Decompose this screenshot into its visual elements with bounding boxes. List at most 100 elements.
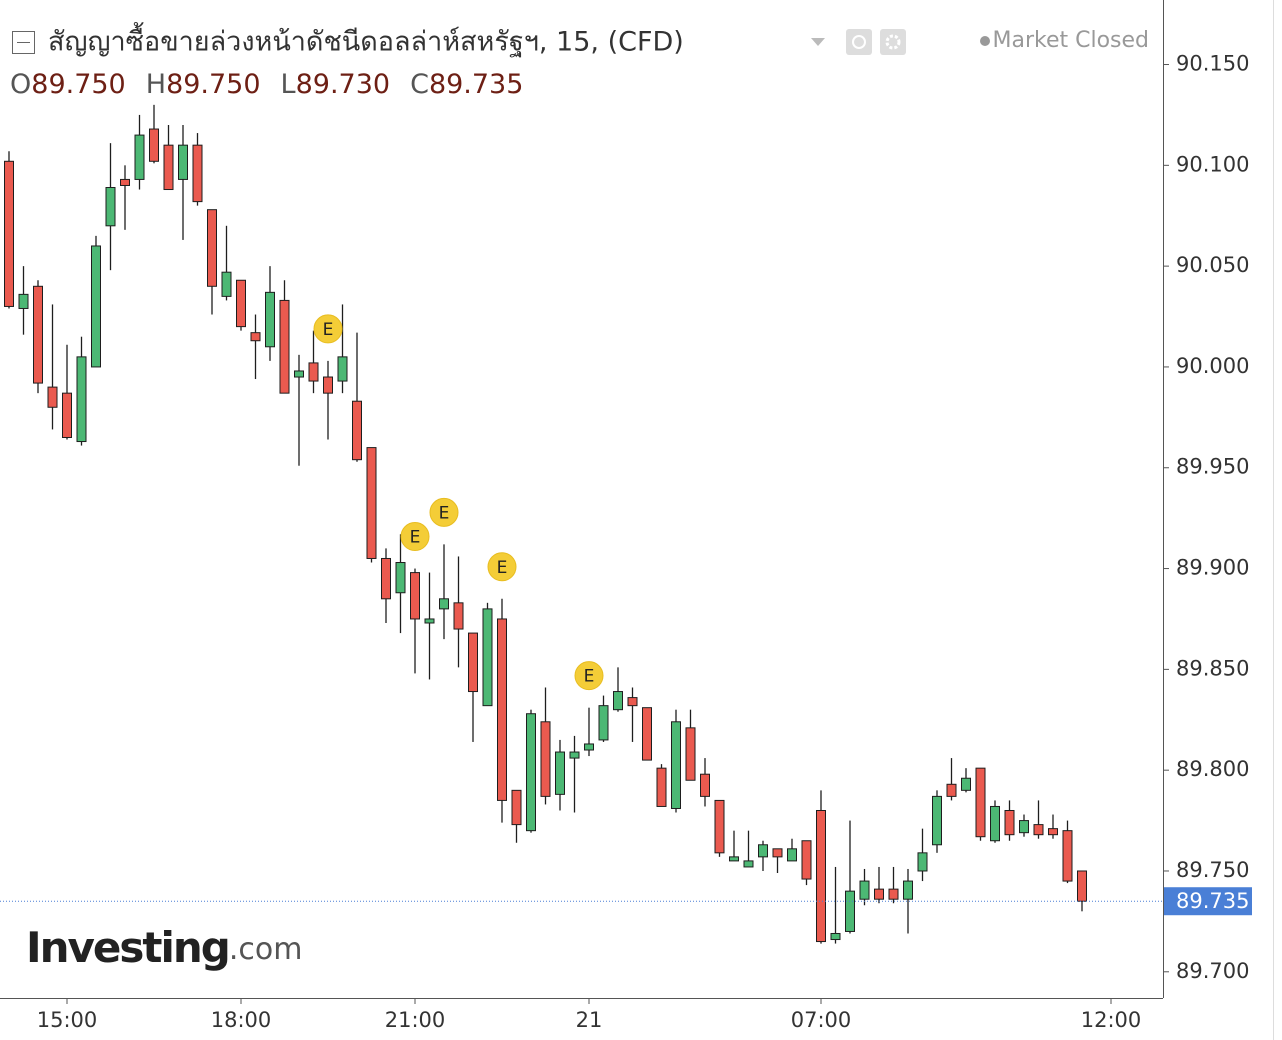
watermark-brand: Investing	[26, 923, 229, 972]
candle-body	[801, 840, 812, 880]
candle-body	[990, 805, 1000, 842]
candle-body	[105, 187, 116, 227]
y-tick-label: 90.150	[1176, 52, 1249, 76]
candle-body	[468, 632, 478, 693]
candle-body	[62, 392, 72, 439]
y-tick-label: 89.950	[1176, 455, 1249, 479]
candle-body	[76, 356, 87, 443]
settings-button[interactable]	[880, 29, 906, 55]
ohlc-value: 89.750	[166, 69, 260, 100]
candle-body	[1062, 830, 1073, 882]
candle-body	[337, 356, 348, 382]
candle-body	[1077, 870, 1087, 902]
ohlc-key: L	[281, 69, 296, 100]
y-tick-label: 90.100	[1176, 152, 1249, 176]
candle-body	[236, 279, 246, 328]
candle-body	[4, 160, 14, 307]
candle-body	[555, 751, 565, 795]
event-marker[interactable]	[313, 314, 343, 344]
candle-body	[975, 767, 986, 838]
last-price-label: 89.735	[1176, 889, 1249, 913]
candle-body	[192, 144, 203, 203]
candle-body	[685, 727, 696, 781]
candle-body	[946, 783, 957, 797]
last-price-box	[1164, 887, 1252, 916]
candle-body	[424, 618, 435, 624]
candle-body	[700, 773, 710, 797]
eye-icon	[852, 35, 866, 49]
visibility-button[interactable]	[846, 29, 872, 55]
candle-body	[656, 767, 667, 807]
candle-body	[714, 799, 725, 854]
header: สัญญาซื้อขายล่วงหน้าดัชนีดอลล่าห์สหรัฐฯ,…	[10, 22, 1149, 100]
ohlc-key: O	[10, 69, 31, 100]
candle-body	[18, 293, 29, 309]
candle-body	[598, 705, 609, 741]
watermark-suffix: .com	[229, 932, 303, 967]
x-tick-label: 07:00	[791, 1008, 852, 1032]
ohlc-value: 89.730	[296, 69, 390, 100]
candle-body	[1033, 824, 1044, 836]
candle-body	[772, 848, 783, 858]
y-tick-label: 89.850	[1176, 656, 1249, 680]
event-marker[interactable]	[429, 497, 459, 527]
candle-body	[584, 743, 594, 751]
ohlc-key: H	[146, 69, 166, 100]
candle-body	[511, 789, 522, 826]
candle-body	[439, 598, 449, 610]
candle-body	[178, 144, 188, 180]
candle-body	[917, 852, 928, 872]
candle-body	[47, 386, 58, 408]
candle-body	[308, 362, 319, 382]
watermark: Investing.com	[26, 923, 302, 972]
candle-body	[221, 271, 232, 297]
ohlc-value: 89.750	[31, 69, 125, 100]
candle-body	[207, 209, 217, 287]
candle-body	[816, 809, 826, 943]
candle-body	[410, 572, 420, 620]
candle-body	[91, 245, 101, 368]
candle-body	[453, 602, 464, 630]
candle-body	[482, 608, 493, 707]
candle-body	[265, 291, 275, 348]
dropdown-arrow[interactable]	[811, 38, 825, 46]
candle-body	[163, 144, 174, 191]
candle-body	[932, 795, 942, 846]
candle-body	[642, 707, 652, 761]
candle-body	[120, 178, 130, 186]
y-tick-label: 90.000	[1176, 354, 1249, 378]
candle-body	[294, 370, 304, 378]
event-marker[interactable]	[400, 522, 430, 552]
candle-body	[526, 713, 536, 832]
candle-body	[627, 697, 638, 707]
candle-body	[1048, 828, 1058, 836]
candle-body	[613, 691, 623, 711]
candle-body	[888, 888, 899, 900]
event-marker[interactable]	[574, 661, 604, 691]
ohlc-value: 89.735	[429, 69, 523, 100]
candle-body	[1004, 809, 1015, 836]
x-tick-label: 12:00	[1081, 1008, 1142, 1032]
y-tick-label: 89.800	[1176, 757, 1249, 781]
x-tick-label: 21	[576, 1008, 603, 1032]
candle-body	[743, 860, 754, 868]
y-tick-label: 89.700	[1176, 959, 1249, 983]
candle-body	[729, 856, 739, 862]
candle-body	[859, 880, 870, 900]
ohlc-row: O89.750 H89.750 L89.730 C89.735	[10, 69, 523, 100]
candle-body	[903, 880, 913, 900]
event-marker[interactable]	[487, 552, 517, 582]
event-label: E	[410, 528, 421, 548]
x-tick-label: 18:00	[211, 1008, 272, 1032]
chart-title: สัญญาซื้อขายล่วงหน้าดัชนีดอลล่าห์สหรัฐฯ,…	[48, 22, 684, 58]
gear-icon	[885, 34, 901, 50]
candle-body	[381, 557, 391, 600]
candle-body	[366, 447, 377, 559]
candle-body	[787, 848, 797, 862]
candle-body	[961, 777, 971, 791]
candle-body	[279, 299, 290, 394]
